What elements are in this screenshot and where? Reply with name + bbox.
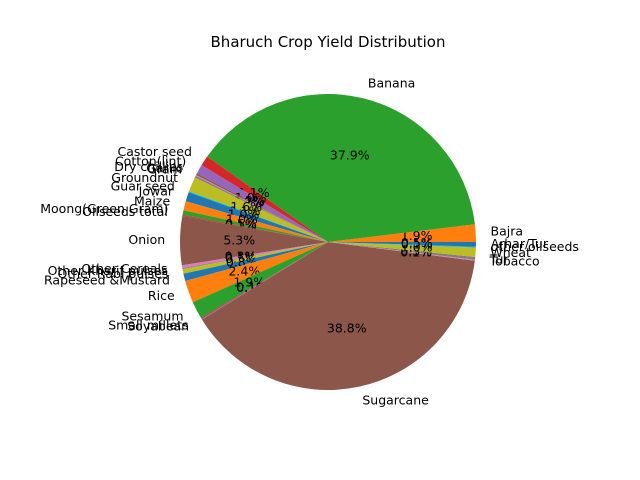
slice-label-arhar-tur: Arhar/Tur xyxy=(491,236,549,251)
slice-label-wheat: Wheat xyxy=(490,245,531,260)
slice-pct-arhar-tur: 0.5% xyxy=(401,235,433,250)
slice-label-gram: Gram xyxy=(147,162,182,177)
pie-slice-rapeseed-mustard xyxy=(183,242,328,281)
pie-slice-soyabean xyxy=(201,242,328,320)
pie-slice-rice xyxy=(185,242,328,303)
slice-label-tur: Tur xyxy=(489,252,510,267)
pie-slice-sesamum xyxy=(192,242,328,319)
slice-label-other-kharif-pulses: Other Kharif pulses xyxy=(48,263,168,278)
slice-label-sugarcane: Sugarcane xyxy=(362,393,429,408)
slice-label-other-cereals: Other Cereals xyxy=(81,261,167,276)
pie-slice-moong-green-gram xyxy=(182,210,328,242)
pie-slice-maize xyxy=(183,201,328,242)
slice-pct-sugarcane: 38.8% xyxy=(327,320,367,335)
slice-label-rice: Rice xyxy=(148,288,175,303)
slice-label-oilseeds-total: Oilseeds total xyxy=(82,204,168,219)
pie-slice-other-oilseeds xyxy=(328,242,476,248)
slice-label-rapeseed-mustard: Rapeseed &Mustard xyxy=(44,272,170,287)
pie-slice-onion xyxy=(179,215,328,266)
slice-label-guar-seed: Guar seed xyxy=(111,178,175,193)
pie-slice-cotton-lint xyxy=(196,165,328,242)
slice-label-small-millets: Small millets xyxy=(108,318,188,333)
pie-slice-other-kharif-pulses xyxy=(182,242,328,270)
slice-label-onion: Onion xyxy=(128,232,165,247)
pie-slice-wheat xyxy=(328,242,476,258)
slice-pct-onion: 5.3% xyxy=(223,233,255,248)
slice-pct-banana: 37.9% xyxy=(330,147,370,162)
pie-slice-arhar-tur xyxy=(328,242,476,247)
pie-slice-other-cereals xyxy=(181,242,328,269)
slice-label-tobacco: Tobacco xyxy=(489,254,540,269)
pie-slice-other-rabi-pulses xyxy=(182,242,328,274)
slice-label-maize: Maize xyxy=(134,194,170,209)
pie-slice-jowar xyxy=(185,192,328,242)
chart-title: Bharuch Crop Yield Distribution xyxy=(210,33,446,51)
pie-slice-groundnut xyxy=(188,177,328,242)
slice-label-other-rabi-pulses: Other Rabi pulses xyxy=(57,266,168,281)
slice-label-castor-seed: Castor seed xyxy=(117,144,191,159)
pie-slice-guar-seed xyxy=(188,191,328,242)
pie-slice-dry-chillies xyxy=(196,173,328,242)
slice-label-other-oilseeds: other oilseeds xyxy=(491,239,579,254)
slice-label-soyabean: Soyabean xyxy=(127,318,189,333)
pie-slice-tobacco xyxy=(328,242,475,261)
pie-slice-sugarcane xyxy=(201,242,475,390)
pie-slice-castor-seed xyxy=(201,156,328,242)
pie-slice-small-millets xyxy=(201,242,328,319)
pie-slice-banana xyxy=(207,94,475,243)
pie-slice-oilseeds-total xyxy=(182,214,328,242)
pie-slice-tur xyxy=(328,242,476,260)
slice-label-jowar: Jowar xyxy=(138,184,174,199)
pie-slice-bajra xyxy=(328,224,476,242)
slice-pct-rice: 2.4% xyxy=(228,263,260,278)
slice-label-moong-green-gram: Moong(Green Gram) xyxy=(40,201,168,216)
slice-label-garlic: Garlic xyxy=(146,160,182,175)
pie-slice-gram xyxy=(194,175,328,242)
slice-label-cotton-lint: Cotton(lint) xyxy=(115,153,186,168)
slice-label-bajra: Bajra xyxy=(491,224,524,239)
slice-label-sesamum: Sesamum xyxy=(121,309,183,324)
pie-slice-garlic xyxy=(195,175,328,242)
slice-label-dry-chillies: Dry chillies xyxy=(114,159,183,174)
slice-label-groundnut: Groundnut xyxy=(111,170,178,185)
slice-label-banana: Banana xyxy=(368,76,415,91)
